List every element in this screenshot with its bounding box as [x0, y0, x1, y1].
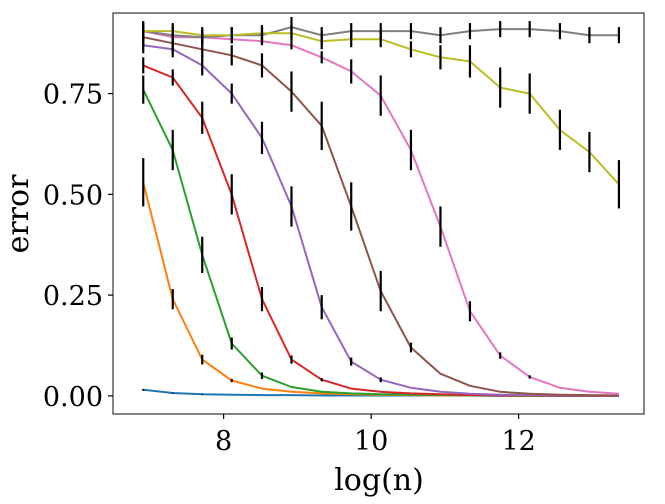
x-axis-ticks: 8 10 12: [215, 414, 536, 457]
y-tick-label-2: 0.50: [43, 180, 103, 211]
plot-frame: [112, 12, 645, 415]
x-tick-label-2: 12: [501, 426, 535, 457]
y-axis-ticks: 0.00 0.25 0.50 0.75: [43, 80, 113, 413]
error-bars: [142, 17, 621, 395]
series-line-green: [142, 89, 619, 397]
x-axis-label: log(n): [334, 463, 424, 498]
y-tick-label-3: 0.75: [43, 80, 103, 111]
y-tick-label-1: 0.25: [43, 281, 103, 312]
x-tick-label-1: 10: [354, 426, 388, 457]
y-axis-label: error: [1, 174, 36, 253]
y-tick-label-0: 0.00: [43, 382, 103, 413]
x-tick-label-0: 8: [215, 426, 232, 457]
